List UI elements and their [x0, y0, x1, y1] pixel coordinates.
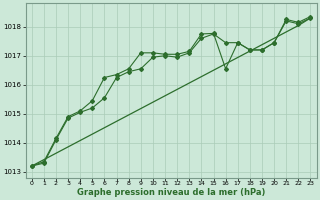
- X-axis label: Graphe pression niveau de la mer (hPa): Graphe pression niveau de la mer (hPa): [77, 188, 265, 197]
